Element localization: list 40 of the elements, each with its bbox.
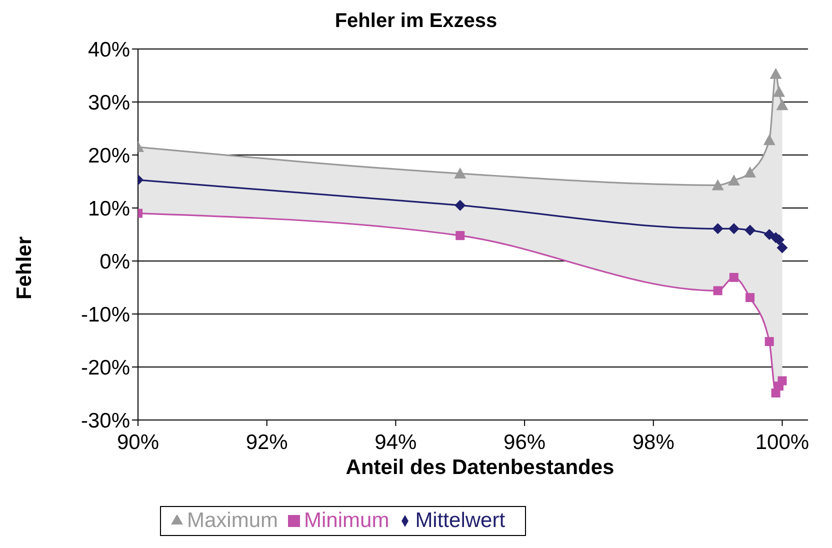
point [778,376,787,386]
x-tick-label: 92% [246,430,288,454]
point [776,242,788,254]
point [764,229,775,240]
point [763,134,776,146]
y-tick-label: 0% [100,250,130,274]
y-tick-label: 10% [88,197,130,220]
x-tick-label: 94% [374,430,417,454]
point [764,337,774,346]
y-tick-label: -10% [80,303,130,326]
legend-label: Minimum [304,509,390,532]
point [744,166,756,178]
legend-label: Maximum [187,509,278,532]
y-axis-title: Fehler [13,236,37,300]
chart-title: Fehler im Exzess [334,10,498,33]
point [729,272,738,282]
point [746,293,755,302]
y-tick-label: 40% [88,38,130,62]
point [744,224,756,236]
point [454,168,466,179]
y-tick-label: 20% [88,144,130,168]
x-tick-label: 100% [755,430,810,454]
point [728,223,740,234]
x-tick-label: 90% [116,430,160,454]
x-axis-title: Anteil des Datenbestandes [344,456,616,480]
point [728,174,740,186]
y-tick-label: -30% [80,409,130,432]
y-tick-label: -20% [80,356,130,380]
legend-label: Mittelwert [415,509,506,532]
point [713,286,722,296]
point [712,223,724,234]
point [454,200,466,211]
point [712,179,724,190]
point [770,68,782,79]
point [773,86,786,97]
y-tick-label: 30% [88,91,130,114]
x-tick-label: 96% [504,430,546,454]
point [776,99,788,110]
x-tick-label: 98% [632,430,674,454]
point [456,231,465,240]
